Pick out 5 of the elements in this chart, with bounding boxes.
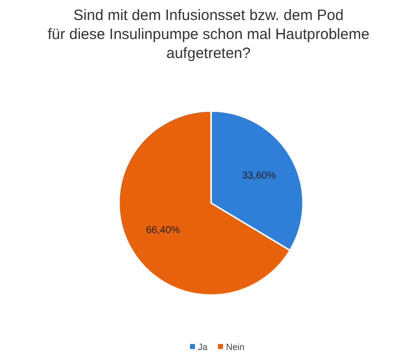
legend-label: Nein	[226, 342, 245, 352]
chart-title: Sind mit dem Infusionsset bzw. dem Pod für diese Insulinpumpe schon mal Hautprobleme aufgetreten?	[48, 7, 370, 62]
data-label: 33,60%	[242, 170, 276, 182]
data-label: 66,40%	[146, 224, 180, 236]
legend-label: Ja	[198, 342, 208, 352]
